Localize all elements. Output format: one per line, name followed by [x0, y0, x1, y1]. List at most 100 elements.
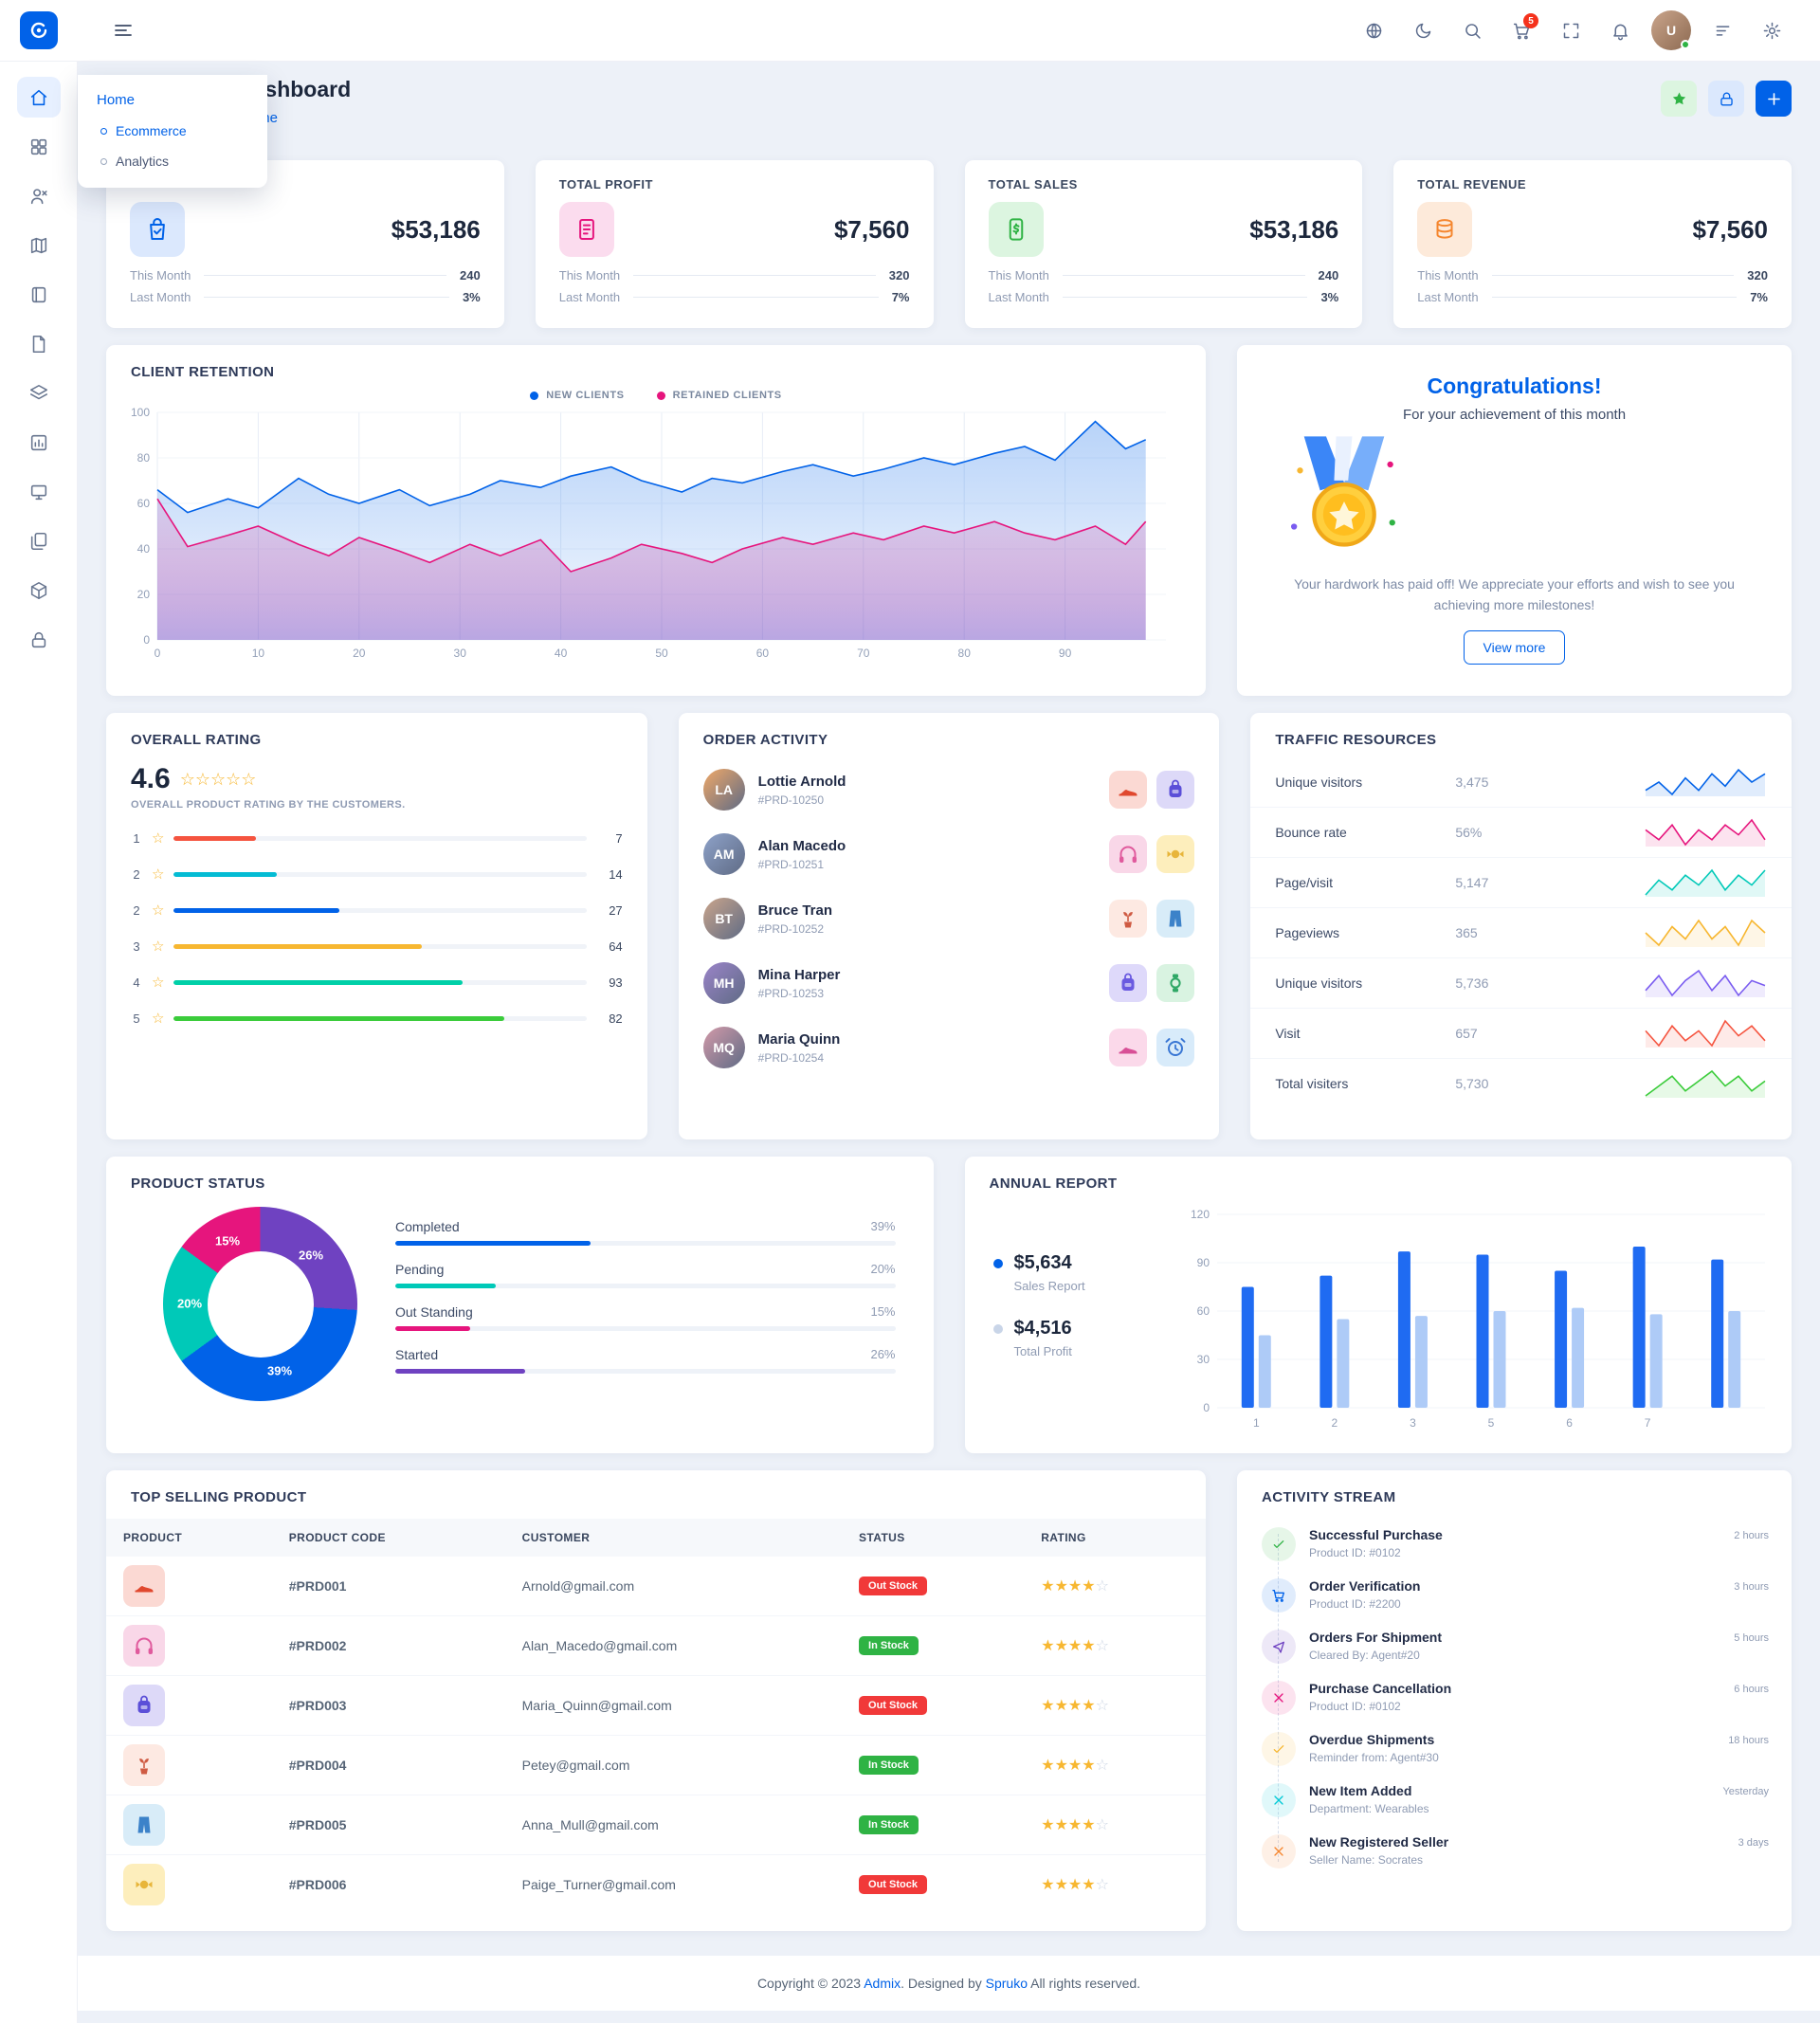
coins-icon [1417, 202, 1473, 257]
check-icon [1262, 1527, 1296, 1561]
sidebar-item-components[interactable] [17, 570, 61, 611]
table-row[interactable]: #PRD005 Anna_Mull@gmail.com In Stock ★★★★☆ [106, 1795, 1206, 1855]
fullscreen-icon[interactable] [1553, 12, 1589, 48]
sparkline-chart [1644, 1067, 1767, 1100]
phone-icon [988, 202, 1044, 257]
star-icon: ★ [1067, 1817, 1083, 1833]
activity-item[interactable]: Successful Purchase Product ID: #0102 2 ho… [1262, 1519, 1769, 1570]
traffic-row: Bounce rate 56% [1250, 807, 1792, 857]
search-icon[interactable] [1454, 12, 1490, 48]
rating-breakdown: 1 ☆ 7 2 ☆ 14 2 ☆ 27 3 ☆ 64 4 ☆ 93 5 ☆ 82 [106, 820, 647, 1036]
sidebar-toggle-icon[interactable] [112, 19, 135, 42]
sidebar-item-forms[interactable] [17, 323, 61, 364]
order-activity-row[interactable]: LA Lottie Arnold #PRD-10250 [679, 757, 1220, 822]
activity-time: 18 hours [1728, 1735, 1769, 1746]
activity-item[interactable]: New Registered Seller Seller Name: Socrat… [1262, 1826, 1769, 1877]
activity-subtitle: Product ID: #0102 [1309, 1700, 1401, 1713]
sidebar [0, 62, 78, 2023]
favorite-button[interactable] [1661, 81, 1697, 117]
activity-stream-list: Successful Purchase Product ID: #0102 2 ho… [1237, 1515, 1792, 1886]
star-icon: ★ [1041, 1817, 1055, 1833]
bagcheck-icon [130, 202, 185, 257]
table-row[interactable]: #PRD006 Paige_Turner@gmail.com Out Stock ★★… [106, 1855, 1206, 1915]
customer-cell: Paige_Turner@gmail.com [521, 1877, 676, 1892]
star-icon: ★ [1054, 1758, 1068, 1774]
menu-item-analytics[interactable]: Analytics [78, 146, 267, 176]
svg-text:40: 40 [137, 542, 151, 556]
star-icon: ☆ [152, 902, 165, 919]
rating-cell: ★★★★☆ [1024, 1855, 1206, 1915]
rating-score: 4.6 [131, 763, 171, 794]
activity-item[interactable]: Orders For Shipment Cleared By: Agent#20 5… [1262, 1621, 1769, 1672]
user-avatar[interactable]: U [1651, 10, 1691, 50]
traffic-value: 3,475 [1455, 775, 1489, 790]
sidebar-item-charts[interactable] [17, 422, 61, 463]
cart-icon[interactable]: 5 [1503, 12, 1539, 48]
sidebar-item-pages[interactable] [17, 274, 61, 315]
activity-time: Yesterday [1722, 1786, 1769, 1797]
order-activity-row[interactable]: MH Mina Harper #PRD-10253 [679, 951, 1220, 1015]
sidebar-item-maps[interactable] [17, 225, 61, 265]
sidebar-item-widgets[interactable] [17, 471, 61, 512]
star-icon: ☆ [1095, 1638, 1109, 1654]
activity-title: New Item Added [1309, 1783, 1412, 1798]
stat-card: TOTAL REVENUE $7,560 This Month 320 Last Mon… [1393, 160, 1792, 328]
activity-item[interactable]: Order Verification Product ID: #2200 3 hou… [1262, 1570, 1769, 1621]
order-activity-row[interactable]: MQ Maria Quinn #PRD-10254 [679, 1015, 1220, 1080]
lock-button[interactable] [1708, 81, 1744, 117]
menu-item-ecommerce[interactable]: Ecommerce [78, 116, 267, 146]
settings-icon[interactable] [1754, 12, 1790, 48]
report-stat: $5,634 Sales Report [992, 1252, 1183, 1293]
table-row[interactable]: #PRD004 Petey@gmail.com In Stock ★★★★☆ [106, 1735, 1206, 1795]
table-row[interactable]: #PRD003 Maria_Quinn@gmail.com Out Stock ★★★… [106, 1675, 1206, 1736]
view-more-button[interactable]: View more [1463, 630, 1566, 665]
activity-item[interactable]: New Item Added Department: Wearables Yeste… [1262, 1775, 1769, 1826]
switcher-icon[interactable] [1704, 12, 1740, 48]
row-retention: CLIENT RETENTION NEW CLIENTS RETAINED CLI… [106, 345, 1792, 696]
star-icon: ★ [1041, 1698, 1055, 1714]
footer-brand-link[interactable]: Admix [864, 1976, 901, 1991]
activity-title: New Registered Seller [1309, 1834, 1449, 1850]
add-button[interactable] [1756, 81, 1792, 117]
svg-text:3: 3 [1410, 1416, 1416, 1430]
plant-thumbnail [1109, 900, 1148, 938]
sidebar-item-apps[interactable] [17, 126, 61, 167]
receipt-icon [558, 202, 614, 257]
backpack-thumbnail [1109, 964, 1148, 1002]
svg-text:80: 80 [137, 451, 151, 465]
svg-text:20: 20 [353, 647, 366, 660]
activity-item[interactable]: Purchase Cancellation Product ID: #0102 6 … [1262, 1672, 1769, 1723]
star-icon: ★ [1067, 1698, 1083, 1714]
sidebar-item-users[interactable] [17, 175, 61, 216]
customer-avatar: AM [702, 833, 745, 875]
dark-mode-icon[interactable] [1405, 12, 1441, 48]
footer-designer-link[interactable]: Spruko [985, 1976, 1028, 1991]
medal-illustration [1269, 430, 1759, 571]
star-icon: ★ [1082, 1758, 1096, 1774]
activity-item[interactable]: Overdue Shipments Reminder from: Agent#30… [1262, 1723, 1769, 1775]
menu-item-home[interactable]: Home [97, 92, 136, 108]
table-row[interactable]: #PRD001 Arnold@gmail.com Out Stock ★★★★☆ [106, 1557, 1206, 1616]
svg-text:0: 0 [155, 647, 161, 660]
language-globe-icon[interactable] [1356, 12, 1392, 48]
svg-text:20: 20 [137, 588, 151, 601]
headphones-thumbnail [123, 1625, 165, 1667]
star-icon: ★ [1054, 1578, 1068, 1595]
star-icon: ★ [1041, 1877, 1055, 1893]
plant-thumbnail [123, 1744, 165, 1786]
traffic-row: Pageviews 365 [1250, 907, 1792, 957]
report-stat-value: $4,516 [1013, 1318, 1072, 1339]
order-activity-row[interactable]: AM Alan Macedo #PRD-10251 [679, 822, 1220, 886]
sidebar-item-elements[interactable] [17, 373, 61, 413]
sparkline-chart [1644, 917, 1767, 949]
notifications-icon[interactable] [1602, 12, 1638, 48]
sidebar-item-authentication[interactable] [17, 619, 61, 660]
app-logo[interactable] [20, 11, 58, 49]
order-activity-row[interactable]: BT Bruce Tran #PRD-10252 [679, 886, 1220, 951]
table-row[interactable]: #PRD002 Alan_Macedo@gmail.com In Stock ★★★★… [106, 1615, 1206, 1676]
sidebar-item-documents[interactable] [17, 520, 61, 561]
customer-cell: Arnold@gmail.com [504, 1557, 843, 1616]
legend-item: RETAINED CLIENTS [656, 390, 782, 401]
card-title: TRAFFIC RESOURCES [1275, 732, 1437, 748]
sidebar-item-home[interactable] [16, 77, 61, 118]
